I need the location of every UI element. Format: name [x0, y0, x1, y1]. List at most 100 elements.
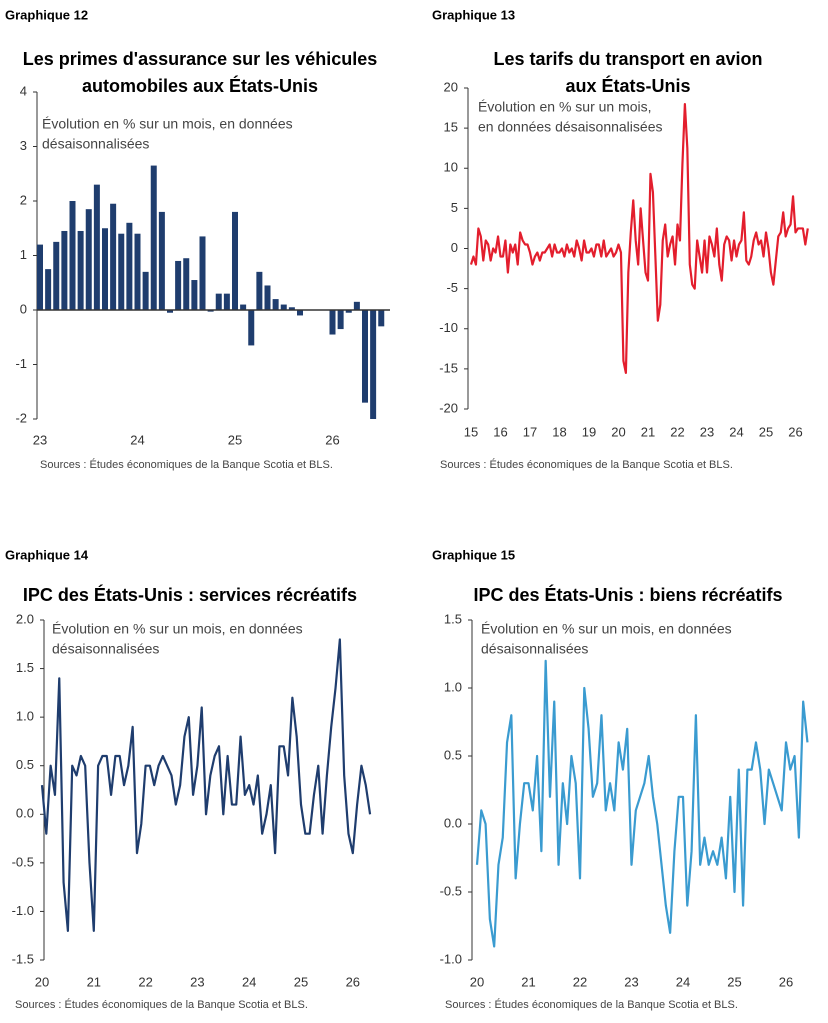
- y-tick-label: -15: [439, 360, 458, 375]
- bar: [61, 230, 68, 310]
- chart-label: Graphique 14: [5, 547, 89, 562]
- x-tick-label: 24: [729, 424, 743, 439]
- line: [475, 659, 809, 948]
- bar: [199, 236, 206, 310]
- bar: [256, 271, 263, 310]
- chart-title: IPC des États-Unis : biens récréatifs: [473, 584, 782, 605]
- bar: [288, 307, 295, 310]
- bar: [53, 241, 60, 310]
- bar: [167, 310, 173, 313]
- y-tick-label: 2.0: [16, 611, 34, 626]
- source: Sources : Études économiques de la Banqu…: [445, 998, 738, 1011]
- x-tick-label: 26: [779, 974, 793, 989]
- x-tick-label: 23: [700, 424, 714, 439]
- source: Sources : Études économiques de la Banqu…: [40, 458, 333, 471]
- chart-title: Les primes d'assurance sur les véhicules: [23, 49, 377, 69]
- bar: [240, 304, 247, 310]
- y-tick-label: 1: [20, 247, 27, 262]
- x-tick-label: 23: [624, 974, 638, 989]
- chart-title: aux États-Unis: [565, 75, 690, 96]
- bar: [191, 280, 198, 310]
- y-tick-label: 1.0: [444, 679, 462, 694]
- x-tick-label: 26: [325, 432, 339, 447]
- chart-label: Graphique 15: [432, 547, 515, 562]
- y-tick-label: 1.0: [16, 709, 34, 724]
- y-tick-label: -1.5: [12, 951, 34, 966]
- x-tick-label: 15: [464, 424, 478, 439]
- x-tick-label: 22: [573, 974, 587, 989]
- annotation: désaisonnalisées: [52, 641, 159, 657]
- y-tick-label: 5: [451, 200, 458, 215]
- x-tick-label: 26: [346, 974, 360, 989]
- y-tick-label: 1.5: [444, 611, 462, 626]
- x-tick-label: 25: [228, 432, 242, 447]
- source: Sources : Études économiques de la Banqu…: [440, 458, 733, 471]
- bar: [158, 211, 165, 310]
- bar: [329, 310, 336, 335]
- x-tick-label: 25: [294, 974, 308, 989]
- y-tick-label: 0.0: [444, 815, 462, 830]
- bar: [77, 230, 84, 310]
- y-tick-label: 4: [20, 83, 27, 98]
- line: [40, 638, 372, 932]
- bar: [353, 301, 360, 310]
- x-tick-label: 24: [676, 974, 690, 989]
- y-tick-label: -1.0: [440, 951, 462, 966]
- x-tick-label: 17: [523, 424, 537, 439]
- bar: [37, 244, 43, 310]
- bar: [85, 209, 92, 310]
- x-tick-label: 21: [521, 974, 535, 989]
- bar: [126, 222, 133, 310]
- y-tick-label: -1.0: [12, 903, 34, 918]
- annotation: désaisonnalisées: [481, 641, 588, 657]
- bar: [232, 211, 238, 310]
- y-tick-label: 0: [20, 301, 27, 316]
- y-tick-label: 2: [20, 192, 27, 207]
- bar: [264, 285, 271, 310]
- annotation: Évolution en % sur un mois, en données: [481, 621, 732, 637]
- x-tick-label: 19: [582, 424, 596, 439]
- chart-label: Graphique 13: [432, 7, 515, 22]
- y-tick-label: -0.5: [12, 854, 34, 869]
- bar: [183, 258, 190, 310]
- y-tick-label: -10: [439, 320, 458, 335]
- x-tick-label: 21: [87, 974, 101, 989]
- chart-title: automobiles aux États-Unis: [82, 75, 318, 96]
- x-tick-label: 20: [470, 974, 484, 989]
- y-tick-label: 0.5: [16, 757, 34, 772]
- bar: [337, 310, 344, 330]
- bar: [150, 165, 157, 310]
- y-tick-label: 3: [20, 138, 27, 153]
- bar: [207, 310, 214, 312]
- x-tick-label: 18: [552, 424, 566, 439]
- bar: [134, 233, 141, 310]
- chart-title: Les tarifs du transport en avion: [493, 49, 762, 69]
- bar: [175, 260, 182, 310]
- bar: [248, 310, 255, 346]
- chart-title: IPC des États-Unis : services récréatifs: [23, 584, 357, 605]
- x-tick-label: 26: [788, 424, 802, 439]
- y-tick-label: -1: [15, 356, 27, 371]
- x-tick-label: 20: [35, 974, 49, 989]
- x-tick-label: 22: [138, 974, 152, 989]
- annotation: en données désaisonnalisées: [478, 119, 662, 135]
- x-tick-label: 22: [670, 424, 684, 439]
- bar: [102, 228, 108, 310]
- annotation: Évolution en % sur un mois, en données: [42, 116, 293, 132]
- x-tick-label: 23: [190, 974, 204, 989]
- annotation: désaisonnalisées: [42, 136, 149, 152]
- x-tick-label: 25: [727, 974, 741, 989]
- y-tick-label: 0.0: [16, 806, 34, 821]
- y-tick-label: 15: [444, 120, 458, 135]
- line: [469, 102, 809, 374]
- bar: [345, 310, 352, 313]
- y-tick-label: 20: [444, 79, 458, 94]
- x-tick-label: 24: [130, 432, 144, 447]
- y-tick-label: 1.5: [16, 660, 34, 675]
- y-tick-label: 0: [451, 240, 458, 255]
- x-tick-label: 23: [33, 432, 47, 447]
- x-tick-label: 24: [242, 974, 256, 989]
- source: Sources : Études économiques de la Banqu…: [15, 998, 308, 1011]
- annotation: Évolution en % sur un mois,: [478, 99, 652, 115]
